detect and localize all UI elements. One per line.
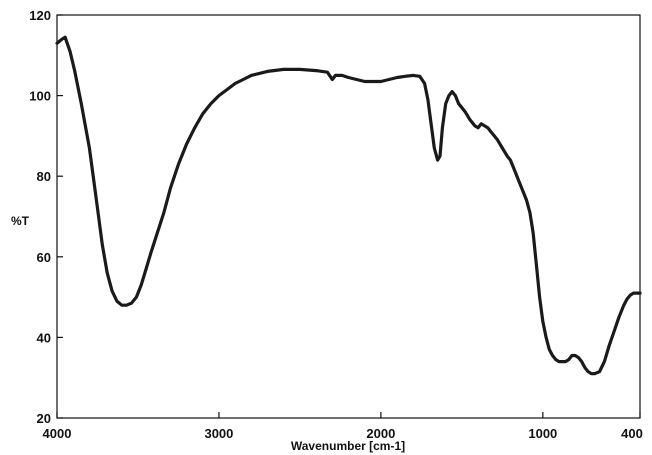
x-tick-label: 1000 [528,426,557,441]
plot-area [55,14,642,419]
y-tick-label: 80 [37,169,51,184]
y-tick-label: 100 [29,89,51,104]
y-tick-label: 120 [29,8,51,23]
y-tick-label: 40 [37,330,51,345]
spectrum-series-line [55,35,642,376]
x-axis-title: Wavenumber [cm-1] [291,439,405,453]
x-tick-label: 2000 [366,426,395,441]
x-axis-ticks: 4000 3000 2000 1000 400 [43,412,643,441]
y-axis-ticks: 20 40 60 80 100 120 [29,8,63,426]
y-tick-label: 20 [37,411,51,426]
plot-frame [56,14,641,419]
x-tick-label: 3000 [204,426,233,441]
y-axis-title: %T [11,214,30,228]
y-tick-label: 60 [37,250,51,265]
x-tick-label: 400 [621,426,643,441]
x-tick-label: 4000 [43,426,72,441]
